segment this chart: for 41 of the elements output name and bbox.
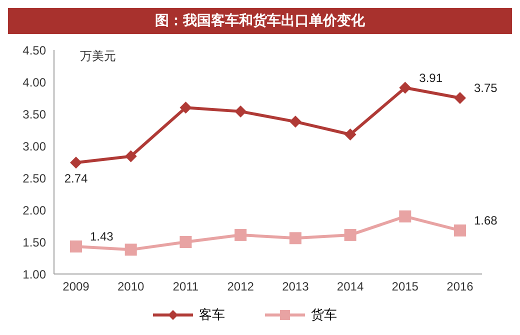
point bbox=[454, 92, 466, 104]
point bbox=[344, 228, 356, 241]
data-label: 3.75 bbox=[474, 81, 498, 95]
y-tick-label: 1.50 bbox=[22, 235, 46, 250]
y-tick-label: 2.50 bbox=[22, 171, 46, 186]
data-label: 2.74 bbox=[64, 172, 88, 186]
point bbox=[124, 244, 137, 256]
legend-label: 货车 bbox=[310, 307, 337, 324]
point bbox=[70, 240, 82, 252]
x-tick-label: 2013 bbox=[282, 280, 310, 294]
point bbox=[234, 105, 247, 118]
point bbox=[124, 150, 137, 162]
point bbox=[234, 228, 247, 241]
data-label: 3.91 bbox=[419, 70, 443, 85]
y-tick-label: 3.50 bbox=[22, 107, 46, 122]
x-tick-label: 2010 bbox=[118, 280, 145, 294]
point bbox=[454, 224, 466, 236]
y-tick-label: 4.50 bbox=[22, 43, 46, 58]
x-tick-label: 2016 bbox=[446, 280, 474, 294]
point bbox=[180, 236, 192, 248]
x-tick-label: 2009 bbox=[62, 280, 90, 294]
x-tick-label: 2014 bbox=[336, 280, 364, 294]
chart-title: 图：我国客车和货车出口单价变化 bbox=[8, 8, 512, 34]
y-axis-title: 万美元 bbox=[80, 48, 116, 65]
x-tick-label: 2012 bbox=[227, 280, 254, 294]
point bbox=[289, 116, 302, 128]
point bbox=[289, 232, 302, 244]
x-tick-label: 2011 bbox=[172, 280, 199, 294]
data-label: 1.43 bbox=[90, 229, 114, 244]
x-tick-label: 2015 bbox=[392, 280, 419, 294]
legend-label: 客车 bbox=[198, 307, 225, 324]
y-tick-label: 3.00 bbox=[22, 139, 46, 154]
point bbox=[70, 156, 82, 169]
y-tick-label: 1.00 bbox=[22, 267, 46, 282]
y-tick-label: 4.00 bbox=[22, 75, 46, 90]
data-label: 1.68 bbox=[474, 213, 498, 228]
point bbox=[399, 82, 412, 94]
point bbox=[399, 210, 412, 222]
point bbox=[344, 128, 356, 140]
y-tick-label: 2.00 bbox=[22, 203, 46, 218]
point bbox=[180, 102, 192, 114]
